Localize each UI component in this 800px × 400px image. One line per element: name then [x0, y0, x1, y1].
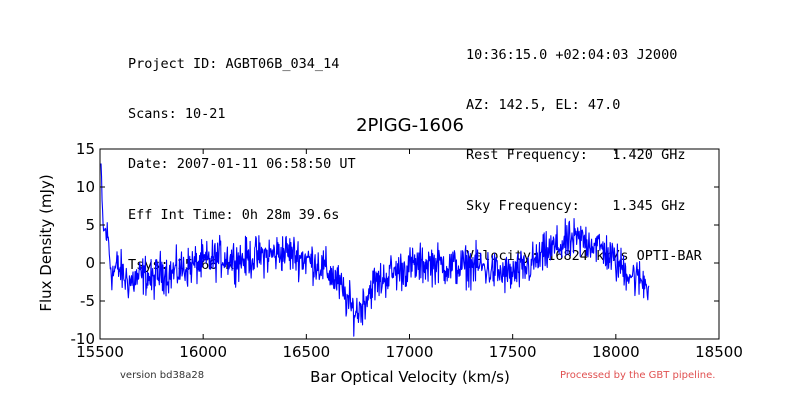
y-tick-label: 0: [85, 254, 95, 272]
sky-frequency-text: Sky Frequency: 1.345 GHz: [466, 197, 686, 214]
y-tick-label: 15: [76, 140, 95, 158]
coordinates-text: 10:36:15.0 +02:04:03 J2000: [466, 46, 678, 63]
x-tick-label: 17500: [489, 343, 537, 361]
scans-text: Scans: 10-21: [128, 105, 226, 122]
spectrum-line: [100, 163, 650, 337]
x-tick-label: 17000: [386, 343, 434, 361]
pipeline-label: Processed by the GBT pipeline.: [560, 370, 716, 381]
az-el-text: AZ: 142.5, EL: 47.0: [466, 96, 621, 113]
y-tick-label: -5: [80, 292, 95, 310]
version-label: version bd38a28: [120, 370, 205, 381]
project-id-text: Project ID: AGBT06B_034_14: [128, 55, 340, 72]
y-tick-label: -10: [71, 330, 96, 348]
chart-title: 2PIGG-1606: [356, 115, 464, 136]
date-text: Date: 2007-01-11 06:58:50 UT: [128, 156, 356, 173]
x-tick-label: 16500: [282, 343, 330, 361]
y-tick-label: 10: [76, 178, 95, 196]
info-block-right: 10:36:15.0 +02:04:03 J2000 AZ: 142.5, EL…: [466, 13, 702, 282]
x-axis-label: Bar Optical Velocity (km/s): [310, 368, 510, 386]
plot-area: 15500 16000 16500 17000 17500 18000 18500 -10 -5…: [71, 140, 743, 361]
x-tick-label: 16000: [179, 343, 227, 361]
x-tick-label: 15500: [76, 343, 124, 361]
x-tick-label: 18500: [695, 343, 743, 361]
plot-frame: [99, 148, 720, 340]
y-axis-label: Flux Density (mJy): [37, 174, 55, 311]
x-tick-label: 18000: [592, 343, 640, 361]
rest-frequency-text: Rest Frequency: 1.420 GHz: [466, 147, 686, 164]
info-block-left: Project ID: AGBT06B_034_14 Scans: 10-21 …: [128, 22, 356, 291]
y-tick-label: 5: [85, 216, 95, 234]
integration-time-text: Eff Int Time: 0h 28m 39.6s: [128, 206, 340, 223]
